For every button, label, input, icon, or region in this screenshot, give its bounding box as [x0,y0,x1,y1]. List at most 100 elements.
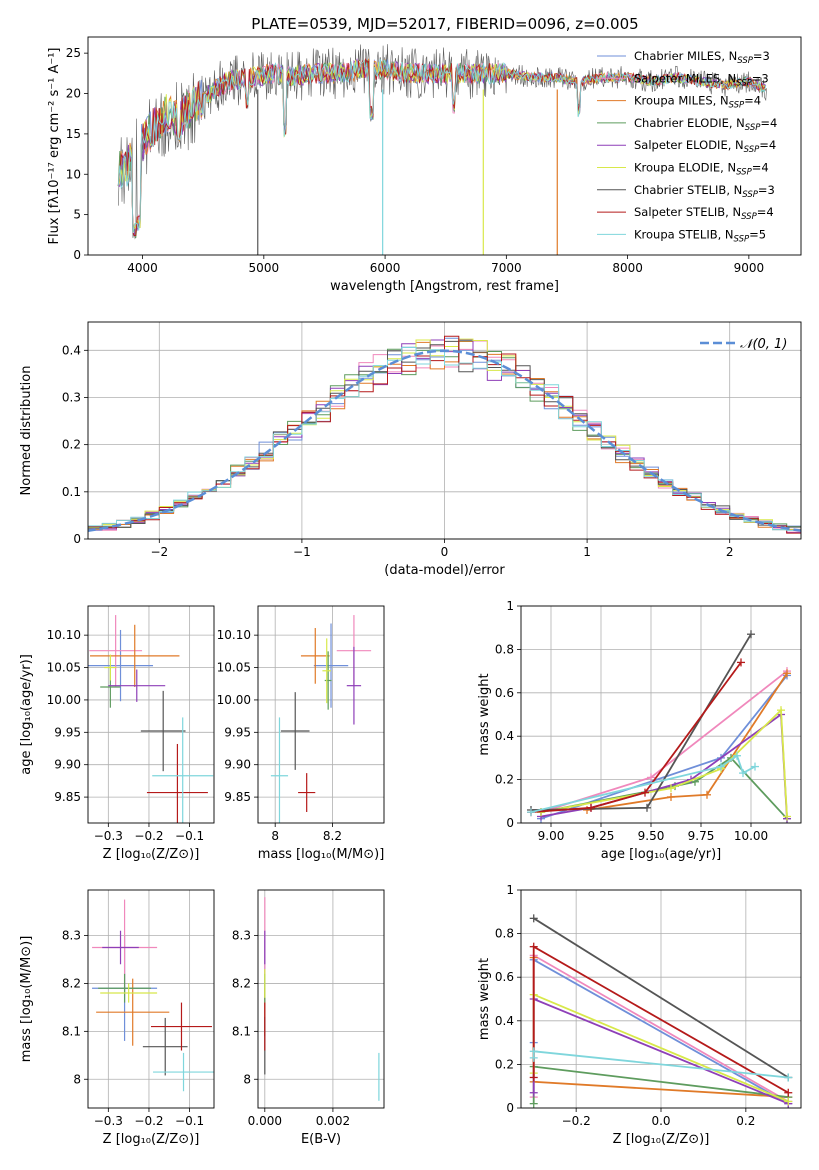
x-tick-label: −2 [150,545,168,559]
legend-label: Salpeter STELIB, NSSP=4 [634,205,774,222]
spectrum-line-7 [117,57,767,236]
y-tick-label: 10.10 [47,628,81,642]
y-tick-label: 0 [506,1101,514,1115]
y-axis-label: mass [log₁₀(M/M⊙)] [19,936,34,1063]
y-tick-label: 9.85 [224,790,251,804]
legend-label-sub: SSP [737,56,753,66]
y-tick-label: 8.2 [232,976,251,990]
x-tick-label: 8.2 [323,829,342,843]
legend-label-pre: Chabrier MILES, N [634,49,737,63]
x-axis-label: Z [log₁₀(Z/Z⊙)] [613,1132,710,1147]
x-axis-label: mass [log₁₀(M/M⊙)] [258,847,385,862]
axes-frame [520,605,802,824]
legend-label-post: =4 [760,116,777,130]
y-tick-label: 0 [506,816,514,830]
axes-frame [87,36,802,256]
x-tick-label: 9.00 [538,829,565,843]
y-tick-label: 15 [66,127,81,141]
x-axis-label: age [log₁₀(age/yr)] [601,847,722,862]
x-tick-label: 0.002 [316,1114,350,1128]
axes-frame [87,321,802,540]
legend-label-sub: SSP [742,190,758,200]
axes-spectrum: 4000 5000 6000 7000 8000 9000 0 5 10 15 20 25 wavele… [47,36,802,294]
legend-label-post: =3 [758,183,775,197]
x-tick-label: 4000 [127,261,158,275]
x-tick-label: 9.75 [688,829,715,843]
x-tick-label: 9.25 [588,829,615,843]
y-tick-label: 25 [66,46,81,60]
x-tick-label: 5000 [249,261,280,275]
legend-label-sub: SSP [734,234,750,244]
legend-label: Kroupa ELODIE, NSSP=4 [634,161,769,178]
y-tick-label: 10.00 [217,693,251,707]
y-tick-label: 5 [73,208,81,222]
legend-label: Chabrier MILES, NSSP=3 [634,49,770,66]
x-axis-label: Z [log₁₀(Z/Z⊙)] [103,847,200,862]
y-tick-label: 0.2 [62,438,81,452]
legend-label-post: =4 [759,138,776,152]
legend-label-pre: Salpeter STELIB, N [634,205,741,219]
y-axis-label: Flux [fλ10⁻¹⁷ erg cm⁻² s⁻¹ A⁻¹] [47,48,62,245]
axes-frame [87,889,215,1109]
y-tick-label: 0.6 [495,970,514,984]
y-tick-label: 0.2 [495,1057,514,1071]
legend-label-post: =4 [752,161,769,175]
weight-line-7 [530,661,742,813]
y-tick-label: 1 [506,883,514,897]
x-tick-label: −1 [293,545,311,559]
legend-label-post: =3 [752,71,769,85]
y-tick-label: 0.1 [62,485,81,499]
legend-label-pre: Chabrier STELIB, N [634,183,742,197]
y-tick-label: 8.1 [62,1024,81,1038]
y-tick-label: 0 [73,248,81,262]
x-axis-label: Z [log₁₀(Z/Z⊙)] [103,1132,200,1147]
y-tick-label: 8 [243,1072,251,1086]
y-tick-label: 1 [506,599,514,613]
plot-area-age_vs_Z [88,615,214,823]
plot-area-weight_vs_age [527,630,791,823]
x-tick-label: 2 [726,545,734,559]
legend-label-post: =5 [749,227,766,241]
legend-label-post: =4 [757,205,774,219]
y-tick-label: 10 [66,167,81,181]
y-axis-label: mass weight [477,673,492,755]
y-axis-label: mass weight [477,958,492,1040]
axes-age_vs_Z: −0.3 −0.2 −0.1 9.85 9.90 9.95 10.00 10.05 10.10 Z… [19,605,215,862]
legend-label-sub: SSP [736,78,752,88]
legend-label-post: =3 [753,49,770,63]
y-tick-label: 10.10 [217,628,251,642]
y-tick-label: 9.90 [224,758,251,772]
x-tick-label: 0.000 [248,1114,282,1128]
legend-label-pre: Salpeter MILES, N [634,71,736,85]
x-tick-label: −0.1 [175,829,204,843]
legend-label-pre: Chabrier ELODIE, N [634,116,745,130]
legend-label: Chabrier ELODIE, NSSP=4 [634,116,777,133]
weight-line-6 [533,917,789,1079]
y-tick-label: 8 [73,1072,81,1086]
x-tick-label: 10.00 [734,829,768,843]
y-tick-label: 0.4 [62,343,81,357]
axes-age_vs_mass: 8 8.2 9.85 9.90 9.95 10.00 10.05 10.10 mass [log… [217,605,385,862]
x-axis-label: wavelength [Angstrom, rest frame] [330,279,559,294]
legend-label-normal: 𝒩(0, 1) [740,337,787,352]
axes-mass_vs_Z: −0.3 −0.2 −0.1 8 8.1 8.2 8.3 Z [log₁₀(Z/Z⊙)] mas… [19,889,215,1147]
plot-area-mass_vs_EBV [264,897,380,1101]
normal-curve [88,349,801,532]
legend-label-sub: SSP [736,168,752,178]
plot-area-age_vs_mass [270,615,372,823]
x-tick-label: 0 [441,545,449,559]
x-tick-label: 8 [271,829,279,843]
axes-frame [257,889,385,1109]
y-tick-label: 0 [73,532,81,546]
x-tick-label: 0.0 [651,1114,670,1128]
y-tick-label: 20 [66,87,81,101]
legend-label-sub: SSP [729,101,745,111]
figure-title: PLATE=0539, MJD=52017, FIBERID=0096, z=0… [251,15,638,33]
y-tick-label: 9.90 [54,758,81,772]
y-tick-label: 0.4 [495,729,514,743]
y-axis-label: age [log₁₀(age/yr)] [19,654,34,775]
legend-label: Kroupa STELIB, NSSP=5 [634,227,766,244]
plot-area-spectrum [117,44,767,255]
y-tick-label: 0.3 [62,390,81,404]
